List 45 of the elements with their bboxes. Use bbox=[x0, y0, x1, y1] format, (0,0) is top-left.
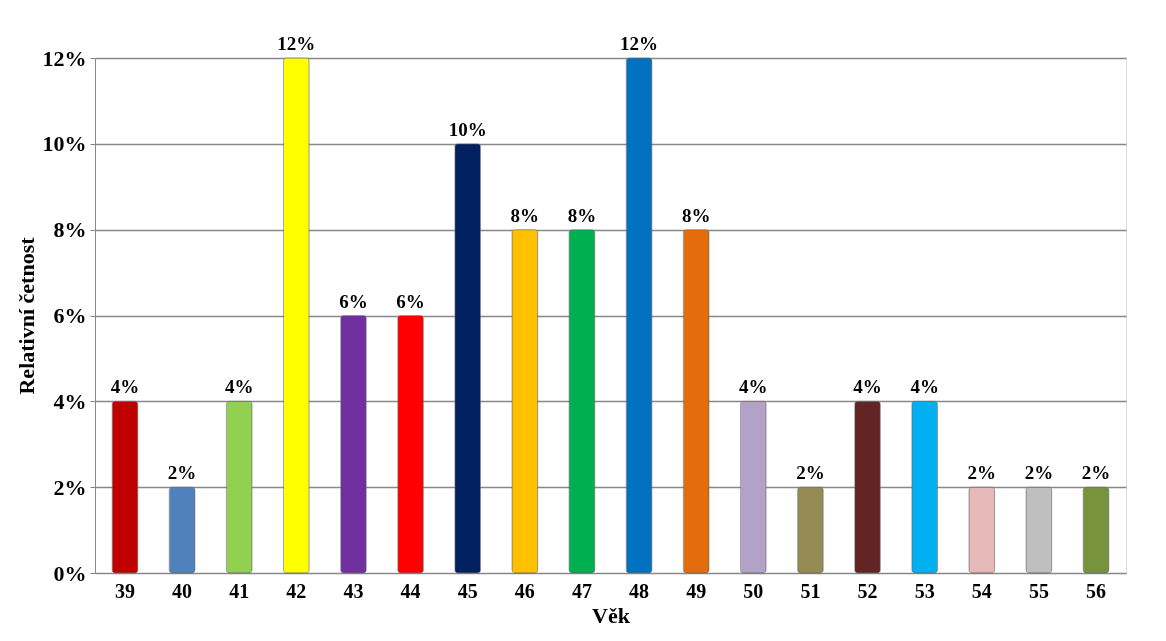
x-tick-label: 39 bbox=[114, 579, 135, 602]
data-label: 4% bbox=[110, 376, 140, 398]
x-axis-title: Věk bbox=[592, 602, 631, 628]
data-label: 6% bbox=[339, 290, 368, 312]
data-label: 2% bbox=[1024, 462, 1054, 484]
x-tick-label: 42 bbox=[286, 579, 307, 602]
data-label: 4% bbox=[224, 376, 254, 398]
x-tick-label: 49 bbox=[686, 579, 707, 602]
x-tick-label: 51 bbox=[800, 579, 821, 602]
y-tick-label: 4% bbox=[53, 388, 87, 414]
y-tick-label: 10% bbox=[42, 131, 87, 157]
data-label: 2% bbox=[796, 462, 825, 484]
y-tick-label: 2% bbox=[53, 474, 87, 500]
data-label: 4% bbox=[910, 376, 939, 398]
data-label: 2% bbox=[967, 462, 997, 484]
x-tick-label: 43 bbox=[343, 579, 364, 602]
data-label: 2% bbox=[167, 462, 197, 484]
x-tick-label: 52 bbox=[857, 579, 878, 602]
data-label: 2% bbox=[1081, 462, 1111, 484]
data-label: 10% bbox=[448, 118, 487, 140]
data-label: 4% bbox=[853, 376, 882, 398]
x-tick-label: 54 bbox=[971, 579, 992, 602]
data-label: 12% bbox=[620, 33, 659, 54]
y-tick-label: 12% bbox=[42, 45, 87, 71]
data-label: 8% bbox=[510, 204, 540, 226]
x-tick-label: 53 bbox=[914, 579, 935, 602]
x-tick-label: 50 bbox=[743, 579, 764, 602]
x-tick-label: 47 bbox=[571, 579, 592, 602]
data-label: 6% bbox=[396, 290, 425, 312]
x-tick-label: 45 bbox=[457, 579, 478, 602]
x-tick-label: 40 bbox=[172, 579, 193, 602]
x-tick-label: 48 bbox=[629, 579, 650, 602]
data-label: 8% bbox=[681, 204, 711, 226]
x-tick-label: 46 bbox=[514, 579, 535, 602]
x-tick-label: 55 bbox=[1028, 579, 1049, 602]
y-axis-title: Relativní četnost bbox=[13, 236, 39, 395]
x-tick-label: 44 bbox=[400, 579, 421, 602]
data-label: 8% bbox=[567, 204, 597, 226]
x-tick-label: 56 bbox=[1086, 579, 1107, 602]
y-tick-label: 8% bbox=[53, 217, 87, 243]
y-tick-label: 6% bbox=[53, 303, 87, 328]
data-label: 12% bbox=[277, 33, 316, 54]
x-tick-label: 41 bbox=[229, 579, 250, 602]
data-label: 4% bbox=[739, 376, 768, 398]
y-tick-label: 0% bbox=[53, 560, 87, 586]
